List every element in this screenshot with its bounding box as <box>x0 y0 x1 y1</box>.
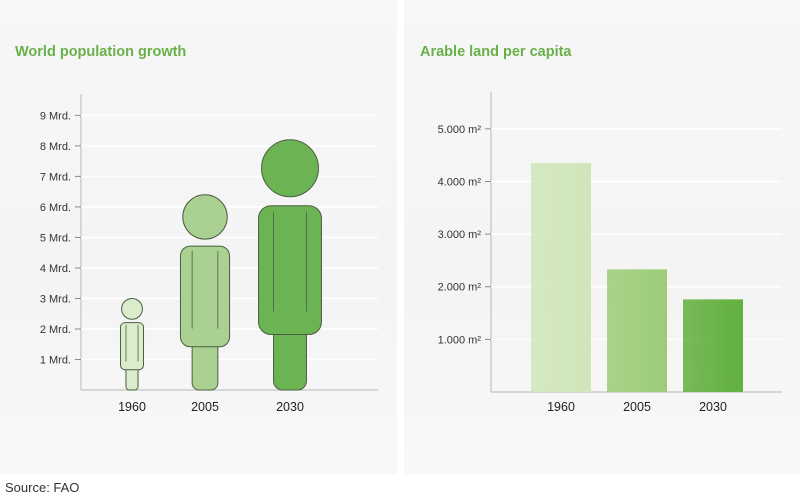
population-chart: 1 Mrd. 2 Mrd. 3 Mrd. 4 Mrd. 5 Mrd. 6 Mrd. 7 Mr… <box>40 94 378 414</box>
arable-land-x-tick-label-2005: 2005 <box>623 400 651 414</box>
population-y-tick-label-3: 3 Mrd. <box>40 293 71 305</box>
population-y-tick-label-4: 4 Mrd. <box>40 263 71 275</box>
arable-land-bar-1960 <box>531 163 591 392</box>
arable-land-bar-2030 <box>683 299 743 392</box>
arable-land-x-tick-label-1960: 1960 <box>547 400 575 414</box>
population-figure-body-2005 <box>179 245 231 348</box>
arable-land-y-tick-label-1000: 1.000 m² <box>438 334 482 346</box>
population-y-tick-label-8: 8 Mrd. <box>40 141 71 153</box>
population-x-tick-label-2030: 2030 <box>276 400 304 414</box>
population-y-tick-label-6: 6 Mrd. <box>40 202 71 214</box>
population-y-tick-label-5: 5 Mrd. <box>40 232 71 244</box>
arable-land-y-tick-label-2000: 2.000 m² <box>438 282 482 294</box>
population-y-tick-label-1: 1 Mrd. <box>40 354 71 366</box>
arable-land-y-tick-label-3000: 3.000 m² <box>438 229 482 241</box>
population-figure-2030 <box>258 139 322 391</box>
arable-land-bar-2005 <box>607 269 667 392</box>
population-y-tick-label-9: 9 Mrd. <box>40 110 71 122</box>
population-panel: World population growth 1 Mrd. 2 Mrd. 3 Mr… <box>0 0 397 474</box>
arable-land-y-tick-label-4000: 4.000 m² <box>438 176 482 188</box>
population-figure-head-2005 <box>182 194 228 240</box>
population-y-tick-label-2: 2 Mrd. <box>40 324 71 336</box>
population-x-tick-label-1960: 1960 <box>118 400 146 414</box>
arable-land-x-tick-label-2030: 2030 <box>699 400 727 414</box>
population-figure-body-1960 <box>119 322 145 371</box>
population-y-tick-label-7: 7 Mrd. <box>40 171 71 183</box>
arable-land-y-tick-label-5000: 5.000 m² <box>438 124 482 136</box>
population-figure-2005 <box>179 194 231 391</box>
arable-land-chart-title: Arable land per capita <box>420 44 572 60</box>
arable-land-panel: Arable land per capita 1.000 m² 2.000 m² 3… <box>404 0 800 474</box>
arable-land-chart: 1.000 m² 2.000 m² 3.000 m² 4.000 m² 5.000 m²… <box>438 92 782 414</box>
population-figure-head-2030 <box>261 139 319 198</box>
population-chart-title: World population growth <box>15 44 187 60</box>
source-note: Source: FAO <box>5 480 80 495</box>
population-figure-head-1960 <box>121 297 143 320</box>
population-x-tick-label-2005: 2005 <box>191 400 219 414</box>
population-figure-body-2030 <box>258 205 322 336</box>
population-figure-1960 <box>119 297 145 391</box>
